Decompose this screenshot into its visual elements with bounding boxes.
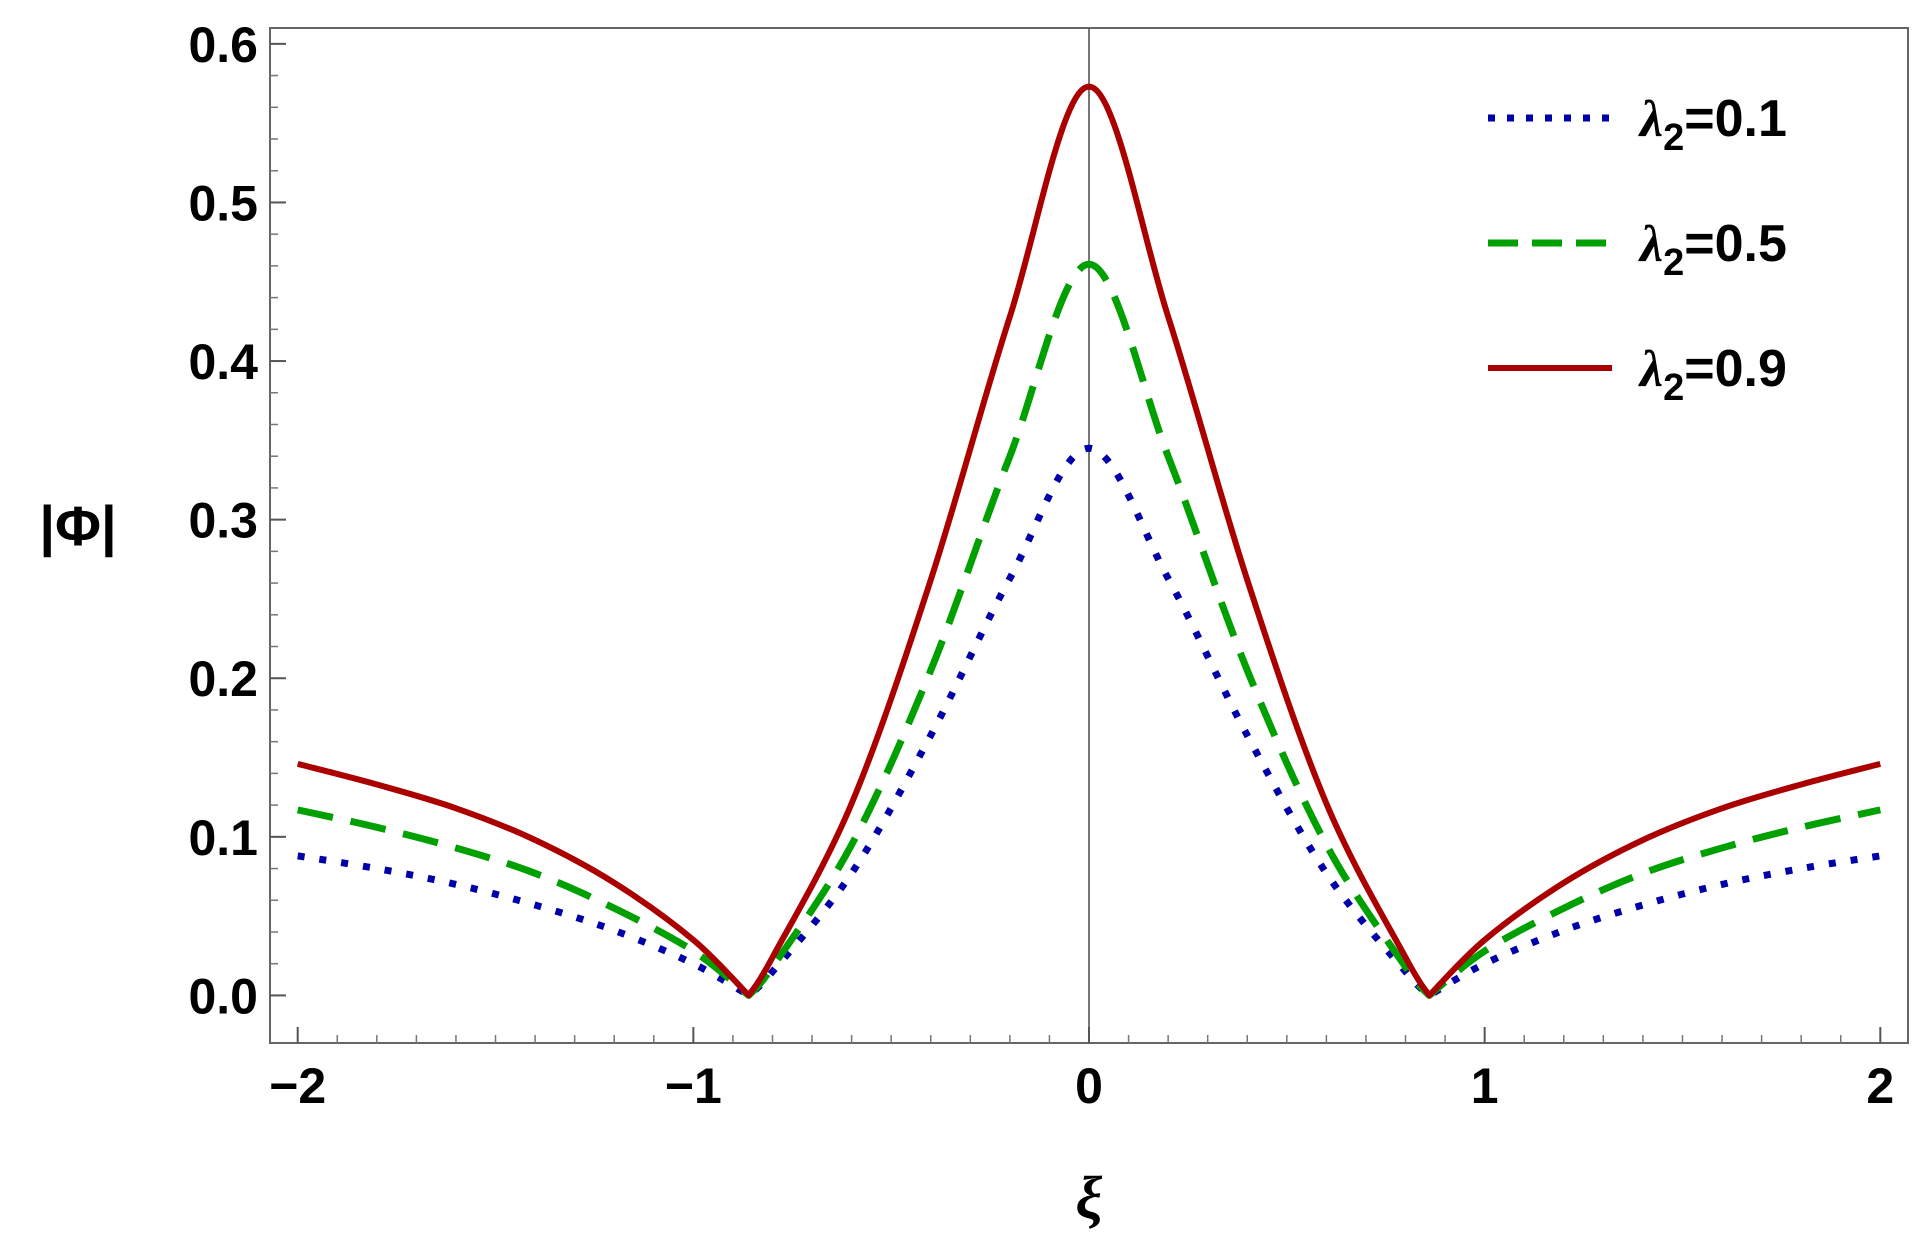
y-axis-ticks: 0.0 0.1 0.2 0.3 0.4 0.5 0.6 (188, 17, 286, 1024)
legend-symbol: λ (1638, 216, 1663, 273)
legend-value: =0.1 (1684, 90, 1787, 148)
y-axis-label: |Φ| (39, 494, 116, 558)
x-tick-label: 1 (1471, 1058, 1499, 1114)
y-tick-label: 0.4 (188, 334, 258, 390)
legend: λ2=0.1λ2=0.5λ2=0.9 (1488, 90, 1787, 409)
legend-subscript: 2 (1663, 367, 1684, 409)
x-axis-label: ξ (1076, 1165, 1103, 1231)
legend-entry-label: λ2=0.1 (1638, 90, 1787, 159)
series-line-2 (296, 260, 1882, 999)
legend-subscript: 2 (1663, 117, 1684, 159)
legend-value: =0.9 (1684, 340, 1787, 398)
x-tick-label: 0 (1075, 1058, 1103, 1114)
minor-ticks (270, 74, 1842, 1043)
y-tick-label: 0.0 (188, 968, 258, 1024)
legend-entry-label: λ2=0.5 (1638, 215, 1787, 284)
series-line-1 (297, 444, 1881, 999)
y-tick-label: 0.6 (188, 17, 258, 73)
legend-subscript: 2 (1663, 242, 1684, 284)
x-axis-ticks: −2 −1 0 1 2 (269, 1027, 1894, 1114)
x-tick-label: −2 (269, 1058, 326, 1114)
y-tick-label: 0.3 (188, 493, 258, 549)
y-tick-label: 0.5 (188, 175, 258, 231)
y-tick-label: 0.1 (188, 810, 258, 866)
y-tick-label: 0.2 (188, 651, 258, 707)
legend-value: =0.5 (1684, 215, 1787, 273)
x-tick-label: −1 (665, 1058, 722, 1114)
legend-entry-label: λ2=0.9 (1638, 340, 1787, 409)
legend-symbol: λ (1638, 341, 1663, 398)
series-line-3 (296, 83, 1882, 999)
series-layer (296, 83, 1882, 999)
x-tick-label: 2 (1866, 1058, 1894, 1114)
legend-symbol: λ (1638, 91, 1663, 148)
